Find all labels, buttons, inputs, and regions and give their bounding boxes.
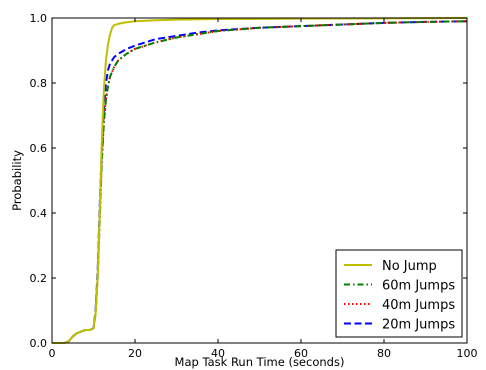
x-axis-label: Map Task Run Time (seconds) <box>175 355 345 369</box>
plot-area <box>52 17 467 344</box>
y-tick-label: 0.8 <box>30 77 48 90</box>
y-tick-label: 0.6 <box>30 142 48 155</box>
legend-label: 20m Jumps <box>382 318 455 333</box>
x-axis-ticks: 0 20 40 60 80 100 <box>49 18 478 360</box>
x-tick-label: 60 <box>294 347 308 360</box>
legend: No Jump 60m Jumps 40m Jumps 20m Jumps <box>335 249 463 338</box>
legend-label: 40m Jumps <box>382 298 455 313</box>
series-line-no-jump <box>52 17 467 344</box>
legend-label: No Jump <box>382 259 437 274</box>
x-tick-label: 80 <box>377 347 391 360</box>
x-tick-label: 100 <box>457 347 478 360</box>
plot-frame <box>51 17 468 344</box>
y-tick-label: 0.4 <box>30 207 48 220</box>
legend-label: 60m Jumps <box>382 279 455 294</box>
y-tick-label: 0.0 <box>30 337 48 350</box>
y-tick-label: 1.0 <box>30 12 48 25</box>
x-tick-label: 40 <box>211 347 225 360</box>
series-line-60m-jumps <box>52 20 467 344</box>
x-tick-label: 0 <box>49 347 56 360</box>
y-tick-label: 0.2 <box>30 272 48 285</box>
y-axis-label: Probability <box>10 150 24 211</box>
y-axis-ticks: 0.0 0.2 0.4 0.6 0.8 1.0 <box>30 12 467 350</box>
x-tick-label: 20 <box>128 347 142 360</box>
